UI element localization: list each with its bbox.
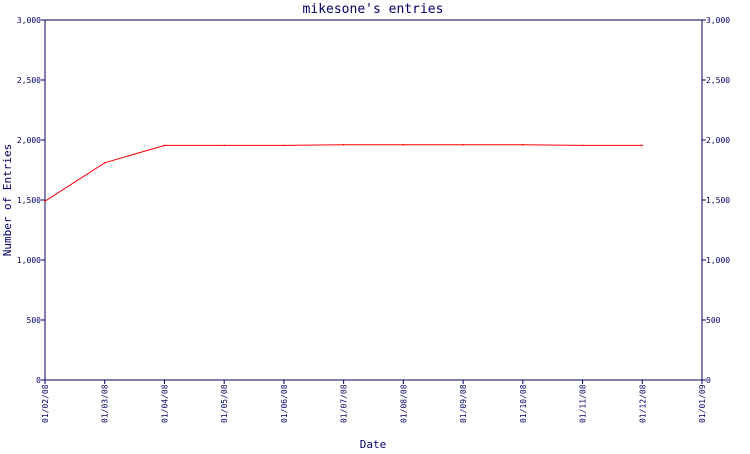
series-layer — [44, 144, 644, 202]
series-point — [283, 144, 285, 147]
series-point — [44, 200, 46, 202]
y-tick-right-label: 2,500 — [706, 76, 730, 85]
y-tick-left-label: 0 — [36, 376, 41, 385]
y-tick-left-label: 2,000 — [17, 136, 41, 145]
y-tick-right-label: 2,000 — [706, 136, 730, 145]
x-tick-label: 01/12/08 — [638, 384, 647, 423]
y-tick-left-label: 2,500 — [17, 76, 41, 85]
y-axis-label: Number of Entries — [1, 144, 14, 257]
y-axis-left: 0 500 1,000 1,500 2,000 2,500 3,000 — [17, 16, 45, 385]
series-point — [402, 144, 405, 146]
y-tick-right-label: 500 — [706, 316, 721, 325]
y-tick-left-label: 500 — [27, 316, 42, 325]
x-tick-label: 01/11/08 — [579, 384, 588, 423]
y-tick-right-label: 3,000 — [706, 16, 730, 25]
y-tick-right-label: 0 — [706, 376, 711, 385]
x-tick-label: 01/04/08 — [160, 384, 169, 423]
chart-title: mikesone's entries — [303, 2, 444, 17]
y-tick-left-label: 1,000 — [17, 256, 41, 265]
x-tick-label: 01/09/08 — [459, 384, 468, 423]
series-point — [103, 162, 106, 164]
plot-frame — [44, 19, 703, 381]
x-tick-label: 01/03/08 — [101, 384, 110, 423]
x-tick-label: 01/10/08 — [519, 384, 528, 423]
x-tick-label: 01/06/08 — [280, 384, 289, 423]
y-axis-right: 0 500 1,000 1,500 2,000 2,500 3,000 — [702, 16, 730, 385]
series-point — [223, 144, 225, 147]
x-tick-label: 01/05/08 — [220, 384, 229, 423]
series-point — [342, 144, 345, 146]
series-point — [641, 144, 644, 147]
y-tick-left-label: 1,500 — [17, 196, 41, 205]
y-tick-right-label: 1,500 — [706, 196, 730, 205]
series-point — [462, 144, 464, 146]
x-axis: 01/02/08 01/03/08 01/04/08 01/05/08 01/06/08… — [41, 380, 707, 423]
x-tick-label: 01/01/09 — [698, 384, 707, 423]
y-tick-right-label: 1,000 — [706, 256, 730, 265]
x-tick-label: 01/08/08 — [399, 384, 408, 423]
series-point — [163, 144, 166, 147]
series-point — [581, 144, 584, 147]
x-tick-label: 01/07/08 — [340, 384, 349, 423]
x-axis-label: Date — [360, 438, 387, 450]
y-tick-left-label: 3,000 — [17, 16, 41, 25]
x-tick-label: 01/02/08 — [41, 384, 50, 423]
series-point — [522, 144, 524, 146]
